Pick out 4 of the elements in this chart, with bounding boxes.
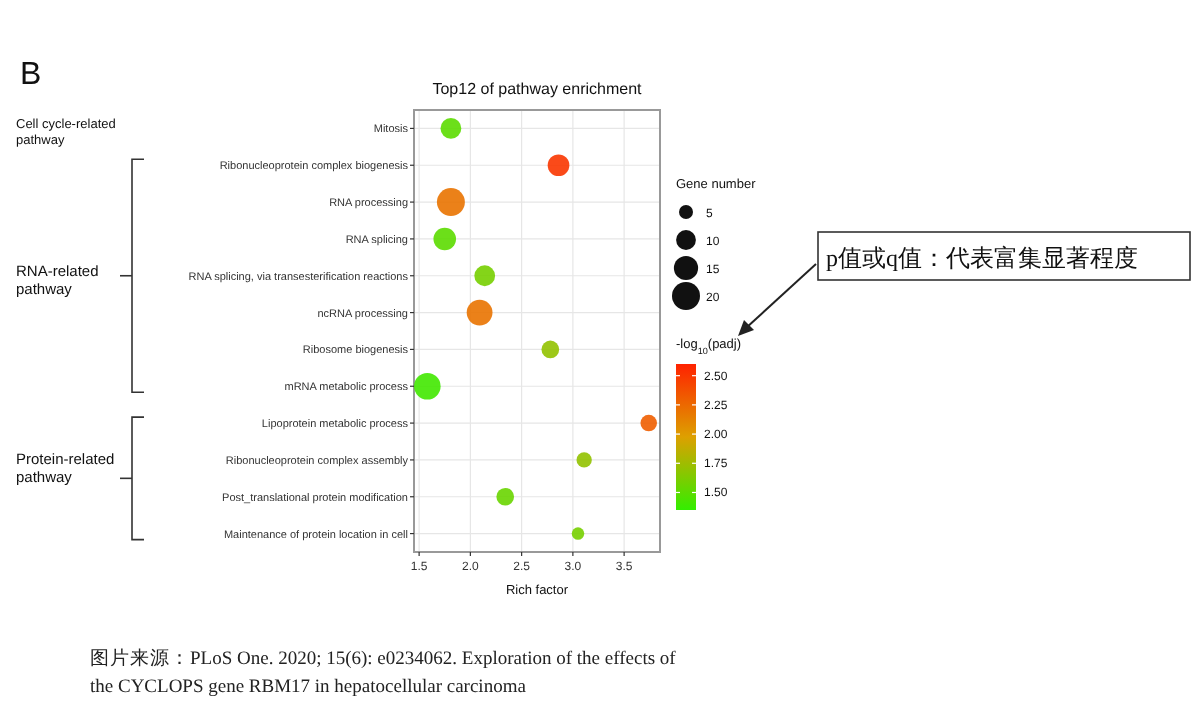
text: p值或q值：代表富集显著程度 bbox=[826, 244, 1138, 272]
chart-title: Top12 of pathway enrichment bbox=[432, 80, 644, 98]
text: 图片来源：PLoS One. 2020; 15(6): e0234062. Exploration of the effects of the CYCLOPS gene RBM17 in hepatocellular carcinoma bbox=[90, 646, 678, 698]
text: B bbox=[20, 58, 42, 92]
